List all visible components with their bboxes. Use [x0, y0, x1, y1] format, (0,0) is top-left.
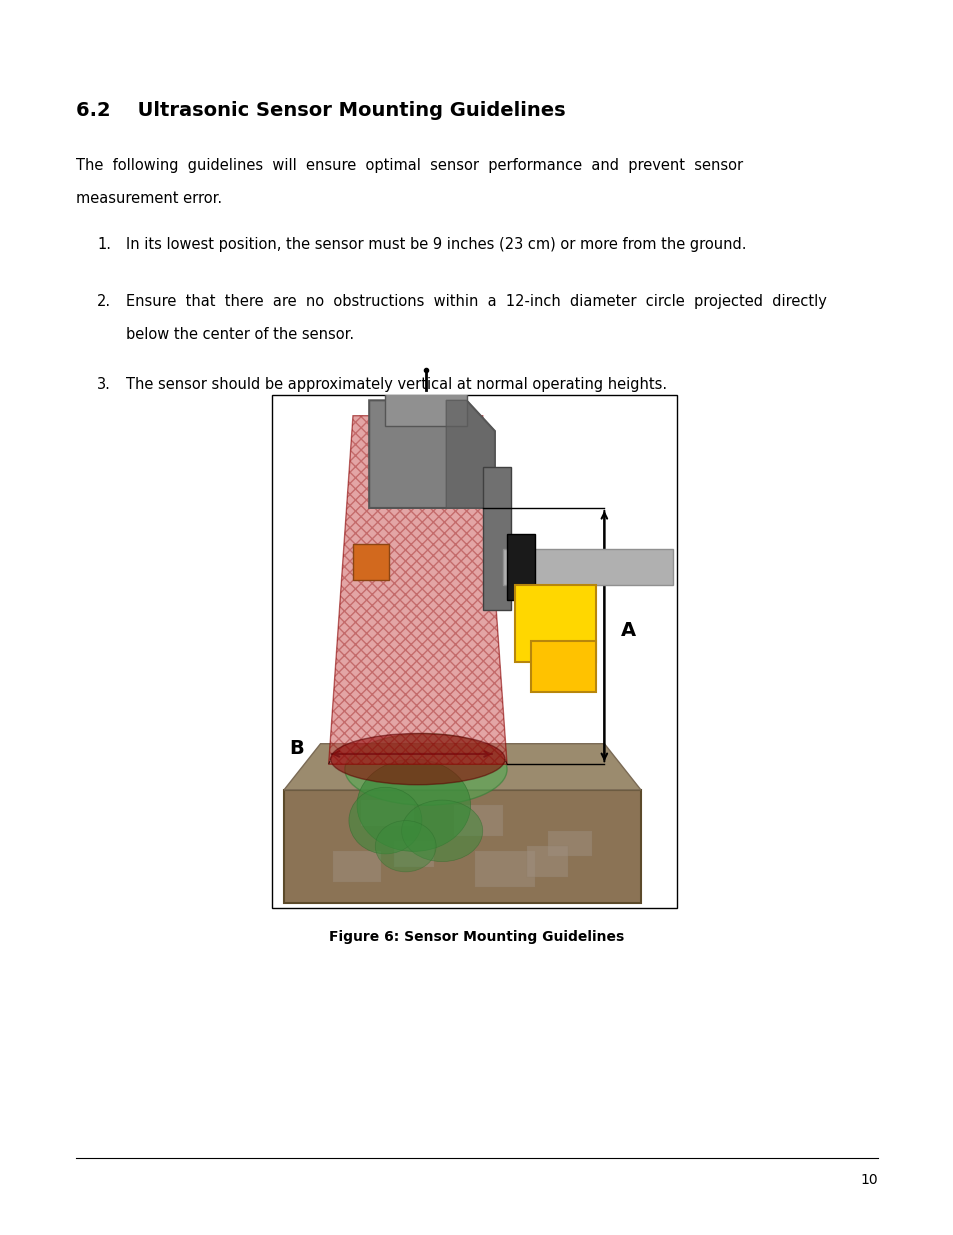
- Bar: [547, 831, 592, 857]
- Text: 1.: 1.: [97, 237, 112, 252]
- Bar: [502, 550, 673, 585]
- Ellipse shape: [401, 800, 482, 862]
- Text: Ensure  that  there  are  no  obstructions  within  a  12-inch  diameter  circle: Ensure that there are no obstructions wi…: [126, 294, 826, 309]
- Polygon shape: [369, 400, 495, 508]
- Ellipse shape: [344, 734, 507, 805]
- Bar: [272, 395, 677, 908]
- Bar: [360, 800, 414, 826]
- Text: The sensor should be approximately vertical at normal operating heights.: The sensor should be approximately verti…: [126, 377, 666, 391]
- Bar: [507, 534, 535, 600]
- Text: 3.: 3.: [97, 377, 112, 391]
- Bar: [482, 467, 511, 610]
- Bar: [353, 543, 389, 579]
- Ellipse shape: [331, 734, 504, 784]
- Bar: [527, 846, 567, 877]
- Ellipse shape: [375, 820, 436, 872]
- Text: below the center of the sensor.: below the center of the sensor.: [126, 327, 354, 342]
- Text: 10: 10: [860, 1173, 877, 1187]
- Bar: [454, 805, 502, 836]
- Text: 6.2    Ultrasonic Sensor Mounting Guidelines: 6.2 Ultrasonic Sensor Mounting Guideline…: [76, 101, 565, 120]
- Text: In its lowest position, the sensor must be 9 inches (23 cm) or more from the gro: In its lowest position, the sensor must …: [126, 237, 745, 252]
- Polygon shape: [446, 400, 495, 508]
- Bar: [531, 641, 596, 693]
- Text: B: B: [290, 740, 304, 758]
- Text: Figure 6: Sensor Mounting Guidelines: Figure 6: Sensor Mounting Guidelines: [329, 930, 624, 944]
- Text: 2.: 2.: [97, 294, 112, 309]
- Polygon shape: [284, 743, 640, 790]
- Bar: [385, 390, 466, 426]
- Bar: [474, 851, 535, 887]
- Polygon shape: [328, 416, 507, 764]
- Bar: [393, 841, 434, 867]
- Bar: [515, 585, 596, 662]
- Ellipse shape: [349, 787, 421, 853]
- Text: A: A: [620, 621, 635, 641]
- Bar: [333, 851, 381, 882]
- Text: The  following  guidelines  will  ensure  optimal  sensor  performance  and  pre: The following guidelines will ensure opt…: [76, 158, 742, 173]
- Text: measurement error.: measurement error.: [76, 191, 222, 206]
- Bar: [284, 790, 640, 903]
- Ellipse shape: [356, 760, 470, 851]
